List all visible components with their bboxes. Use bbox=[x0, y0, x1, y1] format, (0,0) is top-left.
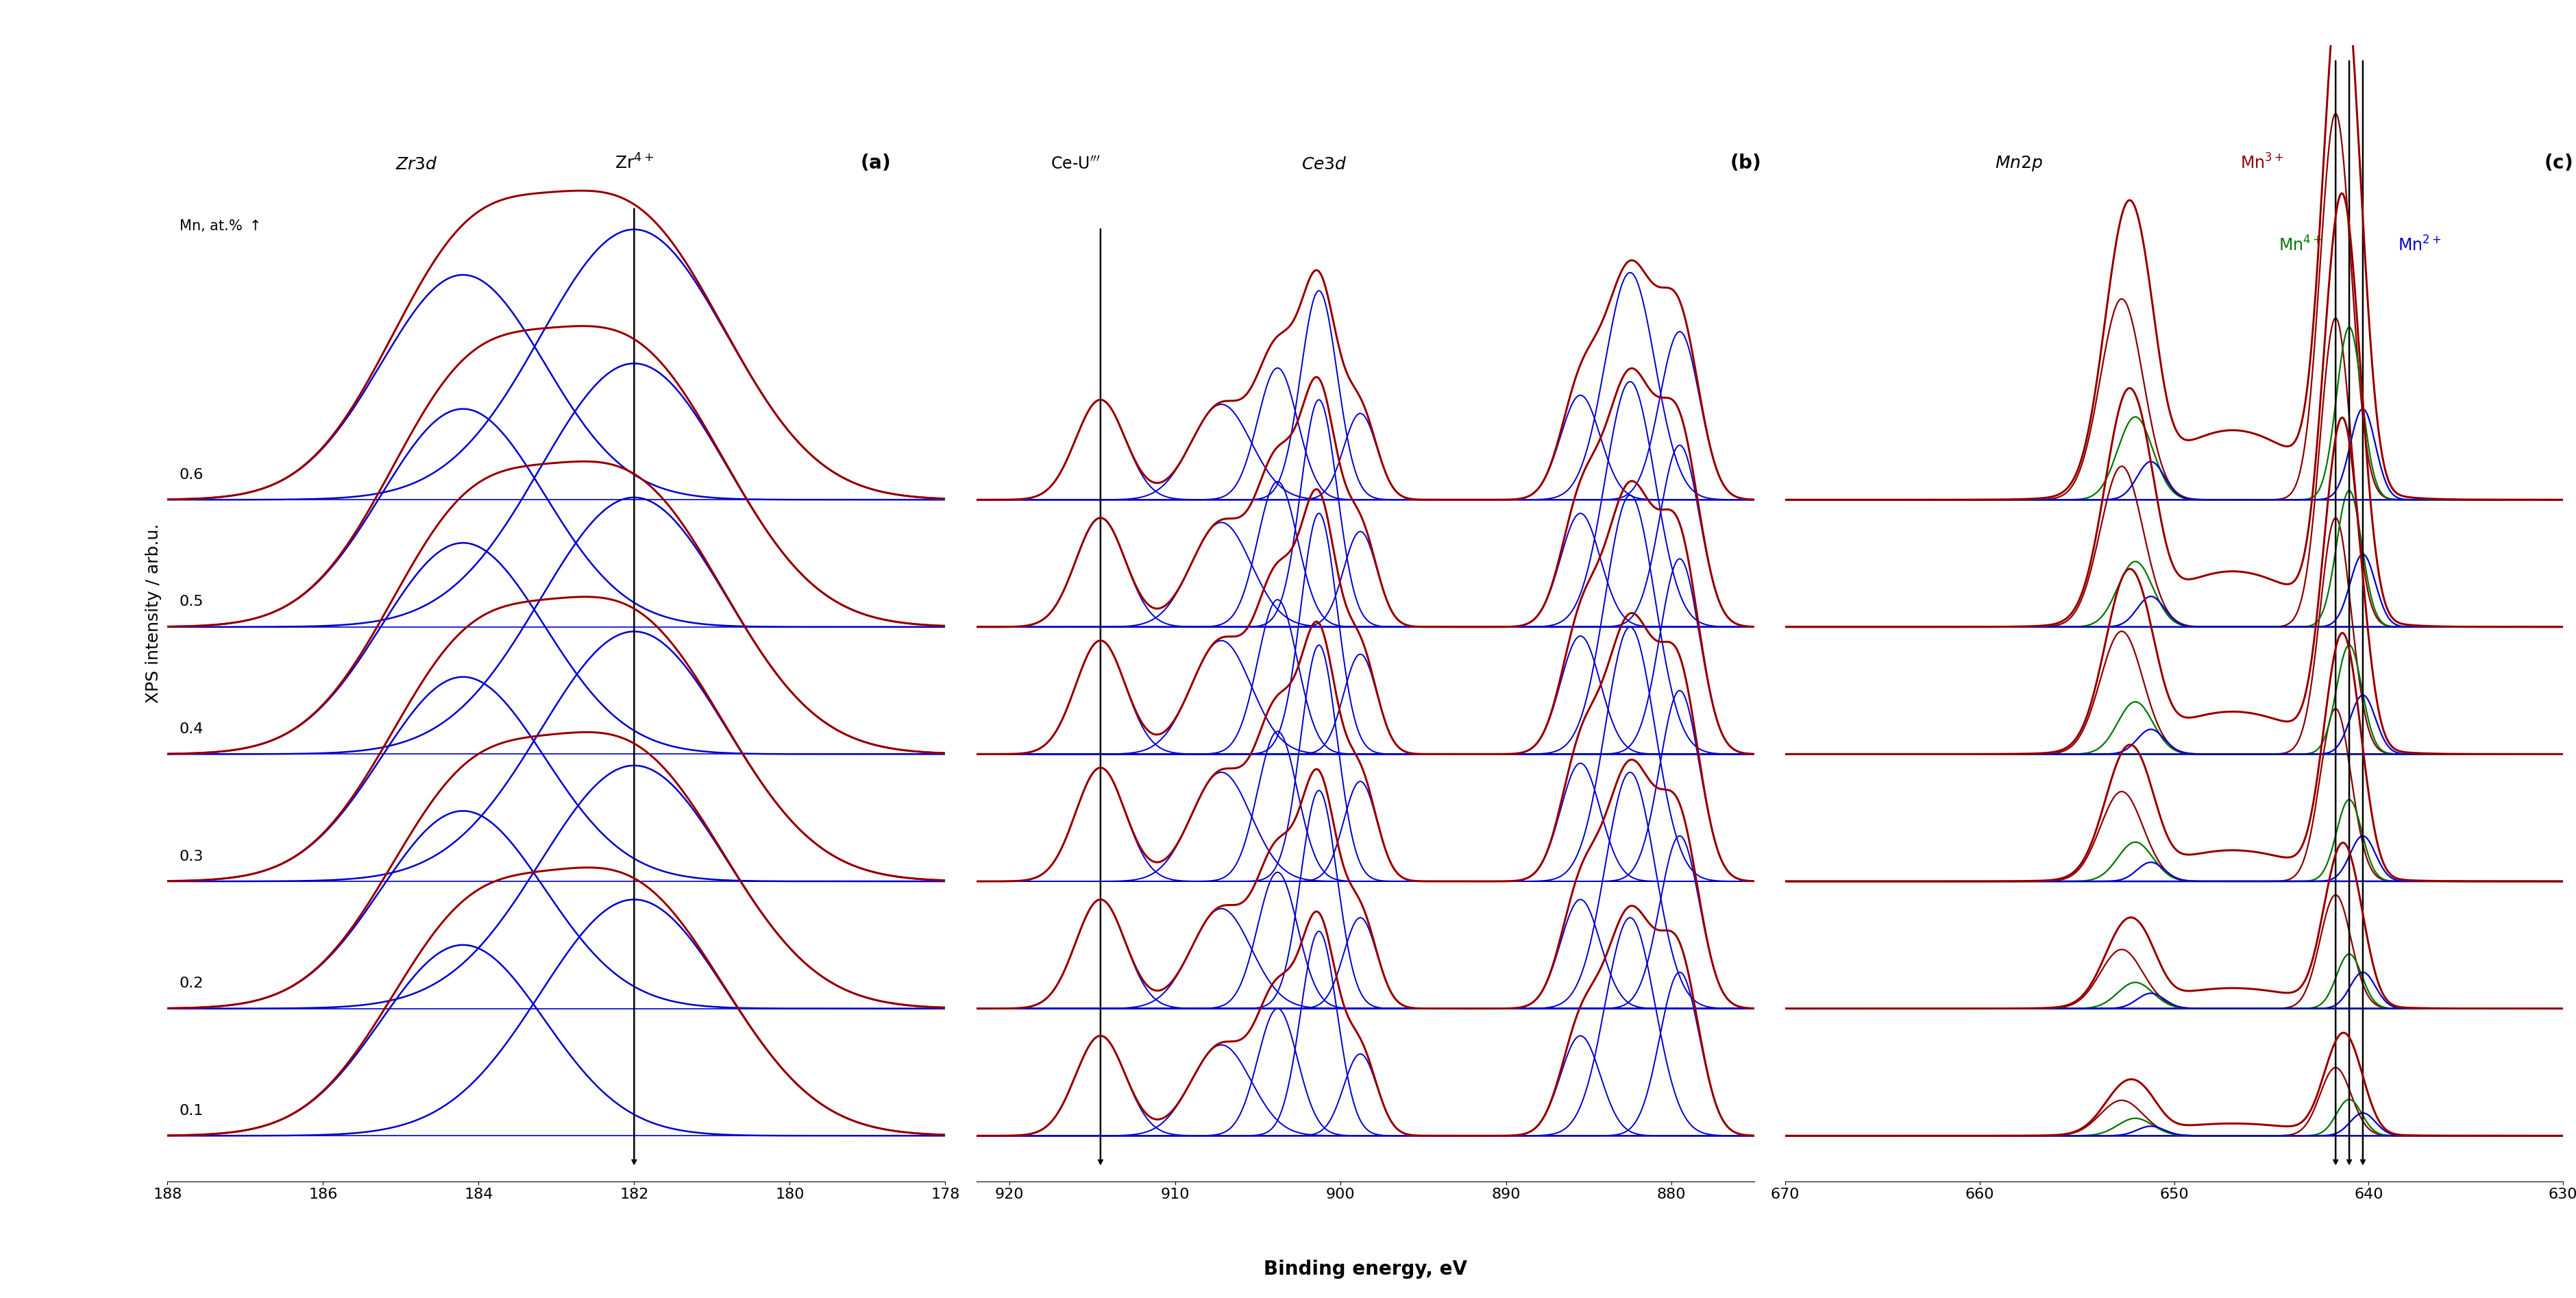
Text: Ce$3d$: Ce$3d$ bbox=[1301, 156, 1347, 173]
Text: Mn$^{2+}$: Mn$^{2+}$ bbox=[2398, 236, 2442, 254]
Text: $\mathbf{(b)}$: $\mathbf{(b)}$ bbox=[1728, 153, 1759, 173]
Text: 0.6: 0.6 bbox=[180, 467, 204, 482]
Text: 0.4: 0.4 bbox=[180, 722, 204, 736]
Y-axis label: XPS intensity / arb.u.: XPS intensity / arb.u. bbox=[144, 523, 162, 704]
Text: 0.5: 0.5 bbox=[180, 594, 204, 609]
Text: Ce-U$'''$: Ce-U$'''$ bbox=[1051, 156, 1100, 173]
Text: Mn$2p$: Mn$2p$ bbox=[1994, 154, 2043, 173]
Text: 0.3: 0.3 bbox=[180, 849, 204, 863]
Text: Mn$^{4+}$: Mn$^{4+}$ bbox=[2280, 236, 2324, 254]
Text: $\mathbf{(c)}$: $\mathbf{(c)}$ bbox=[2543, 153, 2571, 173]
Text: 0.1: 0.1 bbox=[180, 1103, 204, 1118]
Text: 0.2: 0.2 bbox=[180, 976, 204, 990]
Text: Binding energy, eV: Binding energy, eV bbox=[1262, 1259, 1468, 1279]
Text: Mn, at.% $\uparrow$: Mn, at.% $\uparrow$ bbox=[180, 218, 260, 234]
Text: Mn$^{3+}$: Mn$^{3+}$ bbox=[2241, 154, 2282, 173]
Text: Zr$3d$: Zr$3d$ bbox=[394, 156, 438, 173]
Text: Zr$^{4+}$: Zr$^{4+}$ bbox=[616, 154, 654, 173]
Text: $\mathbf{(a)}$: $\mathbf{(a)}$ bbox=[860, 153, 889, 173]
